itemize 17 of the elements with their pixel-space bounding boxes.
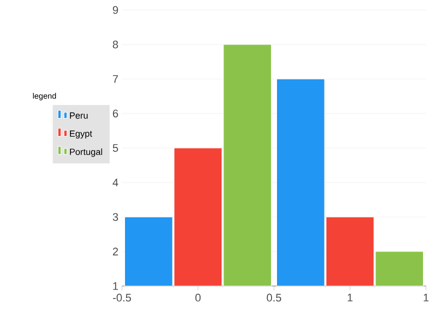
x-tick-label: 0.5 bbox=[266, 294, 282, 302]
y-tick-label: 8 bbox=[112, 40, 118, 48]
y-tick-label: 1 bbox=[113, 282, 118, 290]
y-tick-label: 5 bbox=[112, 144, 118, 152]
y-tick-label: 4 bbox=[112, 178, 118, 186]
x-tick-label: -0.5 bbox=[113, 294, 131, 302]
legend-label: Peru bbox=[70, 112, 88, 119]
legend-label: Portugal bbox=[70, 148, 102, 157]
y-tick-label: 9 bbox=[112, 6, 118, 14]
y-tick-label: 6 bbox=[112, 110, 118, 118]
x-tick-label: 0 bbox=[195, 294, 201, 302]
legend-label: Egypt bbox=[70, 130, 92, 139]
x-tick-label: 1 bbox=[348, 294, 353, 302]
y-tick-label: 3 bbox=[112, 213, 118, 221]
y-tick-label: 7 bbox=[112, 75, 118, 83]
y-tick-label: 2 bbox=[112, 248, 118, 256]
x-tick-label: 1 bbox=[424, 294, 429, 302]
